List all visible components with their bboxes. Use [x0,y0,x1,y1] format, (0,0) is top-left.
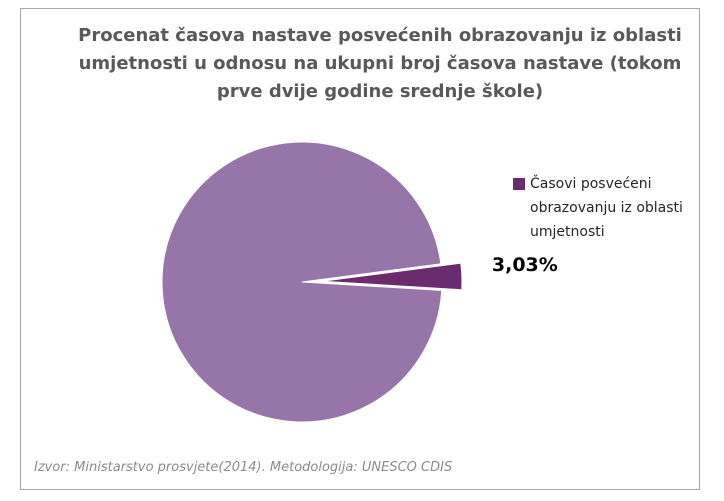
chart-title: Procenat časova nastave posvećenih obraz… [78,25,682,102]
source-note: Izvor: Ministarstvo prosvjete(2014). Met… [34,460,453,475]
pie-slice [161,141,443,423]
pie-slice [321,262,463,291]
legend-swatch [513,178,525,190]
chart-frame [20,8,700,490]
legend-label: Časovi posvećeni obrazovanju iz oblasti … [530,176,683,240]
data-label: 3,03% [492,254,558,276]
